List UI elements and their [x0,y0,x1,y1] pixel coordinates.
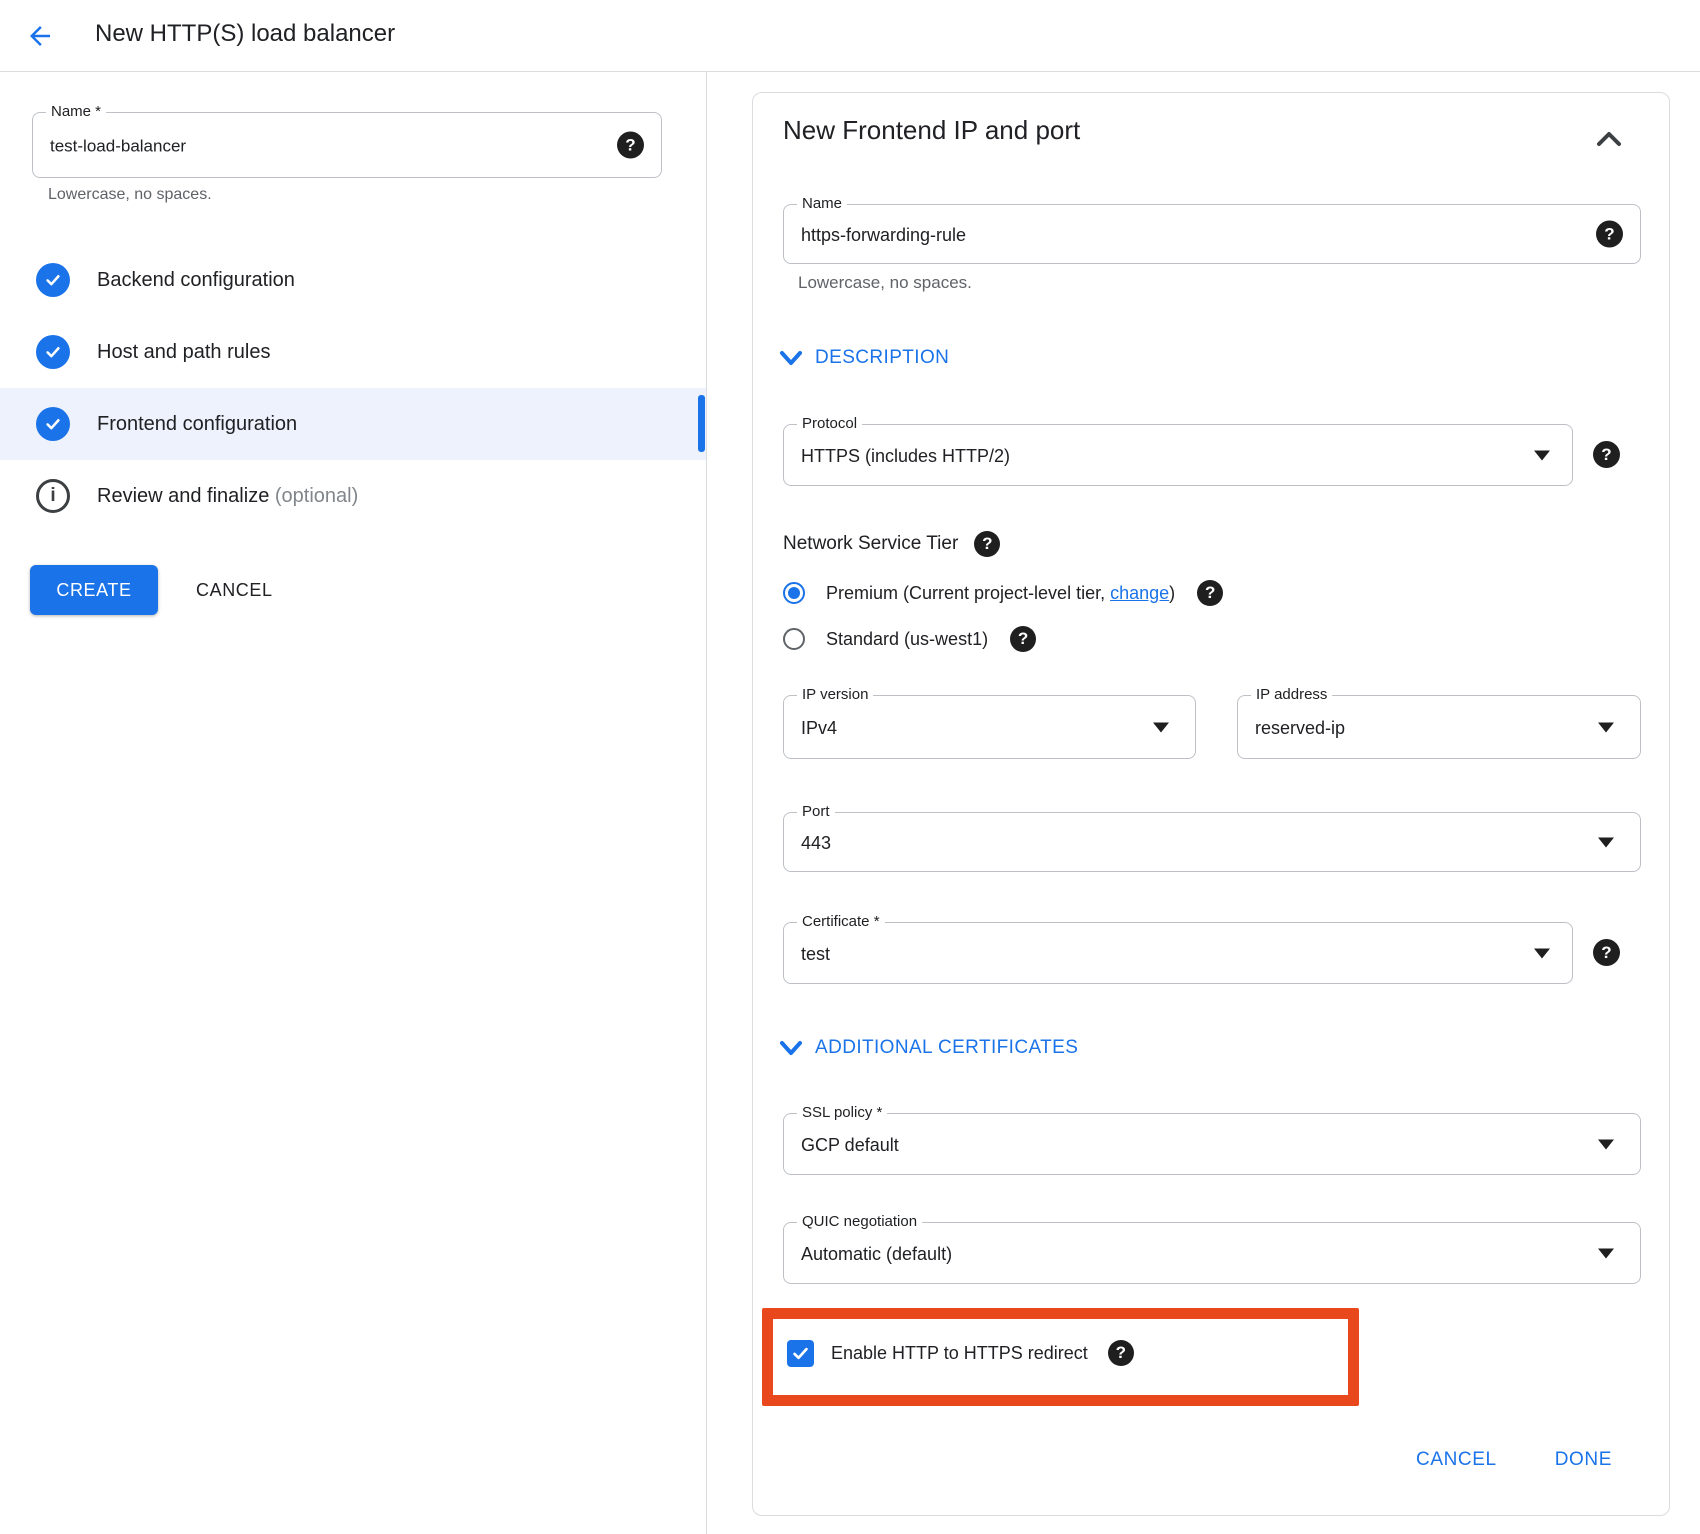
step-optional-suffix: (optional) [274,484,359,507]
chevron-up-icon[interactable] [1589,123,1629,155]
dropdown-arrow-icon[interactable] [1153,722,1169,733]
change-link[interactable]: change [1110,582,1170,603]
https-redirect-row[interactable]: Enable HTTP to HTTPS redirect ? [787,1331,1134,1375]
premium-tier-label: Premium (Current project-level tier, cha… [826,582,1176,603]
help-icon[interactable]: ? [1593,939,1620,966]
cancel-button[interactable]: CANCEL [196,579,273,600]
frontend-name-value[interactable]: https-forwarding-rule [801,225,967,246]
step-backend-configuration[interactable]: Backend configuration [0,244,706,316]
header-divider [0,71,1700,72]
dropdown-arrow-icon[interactable] [1534,450,1550,461]
frontend-name-label: Name [797,195,848,213]
certificate-value: test [801,944,831,965]
network-service-tier-label: Network Service Tier [783,533,959,554]
frontend-ip-port-card: New Frontend IP and port Name https-forw… [752,92,1670,1516]
step-label: Backend configuration [97,268,295,291]
https-redirect-label: Enable HTTP to HTTPS redirect [831,1342,1088,1363]
additional-certificates-toggle[interactable]: ADDITIONAL CERTIFICATES [779,1037,1078,1059]
network-service-tier-row: Network Service Tier ? [783,531,1001,557]
ip-address-value: reserved-ip [1255,718,1346,739]
panel-divider [706,72,707,1534]
quic-negotiation-label: QUIC negotiation [797,1213,923,1231]
card-actions: CANCEL DONE [1416,1449,1612,1471]
help-icon[interactable]: ? [1197,580,1224,606]
chevron-down-icon [780,351,802,365]
check-circle-icon [36,263,70,297]
app-header: New HTTP(S) load balancer [0,0,1700,71]
step-label: Host and path rules [97,340,271,363]
step-frontend-configuration[interactable]: Frontend configuration [0,388,706,460]
protocol-label: Protocol [797,415,863,433]
quic-negotiation-select[interactable]: QUIC negotiation Automatic (default) [783,1213,1641,1284]
description-section-label: DESCRIPTION [815,347,950,368]
lb-name-field[interactable]: Name * test-load-balancer ? [32,103,662,178]
check-circle-icon [36,407,70,441]
lb-name-helper: Lowercase, no spaces. [48,186,212,203]
port-select[interactable]: Port 443 [783,803,1641,872]
help-icon[interactable]: ? [617,131,644,159]
dropdown-arrow-icon[interactable] [1598,1248,1614,1259]
ip-version-value: IPv4 [801,718,838,739]
frontend-done-button[interactable]: DONE [1554,1449,1612,1470]
ssl-policy-label: SSL policy * [797,1104,888,1122]
help-icon[interactable]: ? [1593,441,1620,468]
standard-tier-label: Standard (us-west1) [826,628,989,649]
info-icon: i [36,479,70,513]
card-title: New Frontend IP and port [783,115,1081,145]
chevron-down-icon [780,1041,802,1055]
frontend-name-helper: Lowercase, no spaces. [798,273,972,292]
create-button[interactable]: CREATE [30,565,158,615]
standard-tier-radio-row[interactable]: Standard (us-west1) ? [783,617,1037,661]
step-label: Frontend configuration [97,412,298,435]
ssl-policy-select[interactable]: SSL policy * GCP default [783,1104,1641,1175]
ip-address-select[interactable]: IP address reserved-ip [1237,686,1641,759]
frontend-cancel-button[interactable]: CANCEL [1416,1449,1497,1470]
radio-unselected-icon[interactable] [783,628,805,650]
checkbox-checked-icon[interactable] [787,1339,814,1367]
protocol-select[interactable]: Protocol HTTPS (includes HTTP/2) [783,415,1573,486]
dropdown-arrow-icon[interactable] [1534,948,1550,959]
certificate-select[interactable]: Certificate * test [783,913,1573,984]
page-title: New HTTP(S) load balancer [95,20,396,47]
description-section-toggle[interactable]: DESCRIPTION [779,347,949,369]
radio-selected-icon[interactable] [783,582,805,604]
help-icon[interactable]: ? [1596,220,1623,248]
ssl-policy-value: GCP default [801,1135,899,1156]
frontend-name-field[interactable]: Name https-forwarding-rule ? [783,195,1641,264]
dropdown-arrow-icon[interactable] [1598,1139,1614,1150]
additional-certificates-label: ADDITIONAL CERTIFICATES [815,1037,1079,1058]
help-icon[interactable]: ? [1107,1340,1134,1366]
protocol-value: HTTPS (includes HTTP/2) [801,446,1011,467]
ip-version-select[interactable]: IP version IPv4 [783,686,1196,759]
lb-name-label: Name * [46,103,107,121]
lb-name-value[interactable]: test-load-balancer [50,136,187,156]
ip-version-label: IP version [797,686,874,704]
check-circle-icon [36,335,70,369]
back-arrow-icon[interactable] [22,18,58,54]
help-icon[interactable]: ? [974,531,1001,557]
dropdown-arrow-icon[interactable] [1598,722,1614,733]
step-label: Review and finalize (optional) [97,484,359,507]
premium-tier-radio-row[interactable]: Premium (Current project-level tier, cha… [783,571,1224,615]
highlight-rectangle [762,1308,1359,1406]
step-host-path-rules[interactable]: Host and path rules [0,316,706,388]
certificate-label: Certificate * [797,913,885,931]
quic-negotiation-value: Automatic (default) [801,1244,953,1265]
ip-address-label: IP address [1251,686,1333,704]
port-value: 443 [801,833,832,854]
config-stepper: Backend configuration Host and path rule… [0,244,706,532]
active-step-indicator [698,395,705,452]
step-review-finalize[interactable]: i Review and finalize (optional) [0,460,706,532]
help-icon[interactable]: ? [1010,626,1037,652]
port-label: Port [797,803,835,821]
dropdown-arrow-icon[interactable] [1598,837,1614,848]
